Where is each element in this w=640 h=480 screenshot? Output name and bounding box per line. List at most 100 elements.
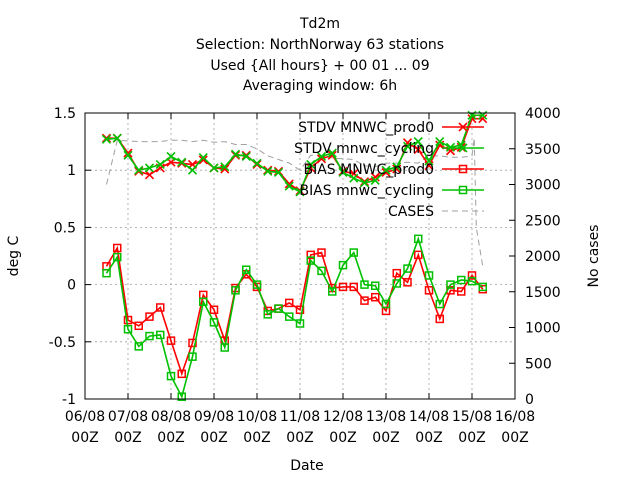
point-marker-x — [177, 157, 187, 167]
y-tick-label: -1 — [62, 392, 76, 408]
point-marker-square — [360, 296, 369, 305]
marker-stroke — [134, 165, 144, 175]
marker-stroke — [435, 137, 445, 147]
marker-stroke — [230, 149, 241, 159]
point-marker-x — [123, 150, 133, 160]
legend-label: STDV mnwc_cycling — [294, 141, 434, 157]
y2-tick-label: 2000 — [525, 249, 561, 265]
point-marker-x — [273, 167, 284, 178]
series-layer — [101, 110, 488, 401]
marker-stroke — [273, 167, 284, 178]
y2-tick-label: 1500 — [525, 285, 561, 301]
y-tick-label: 1.5 — [54, 106, 76, 122]
point-marker-square — [478, 282, 487, 292]
point-marker-square — [145, 331, 154, 341]
point-marker-square — [252, 280, 262, 289]
marker-stroke — [284, 181, 294, 191]
point-marker-square — [371, 292, 380, 302]
point-marker-x — [327, 148, 337, 158]
point-marker-x — [295, 187, 305, 197]
point-marker-square — [435, 299, 444, 309]
point-marker-square — [403, 264, 412, 273]
point-marker-square — [306, 250, 315, 260]
point-marker-square — [220, 343, 229, 352]
marker-stroke — [101, 133, 112, 143]
series-line — [105, 236, 484, 399]
marker-stroke — [306, 159, 316, 170]
y2-tick-label: 4000 — [525, 106, 561, 122]
marker-stroke — [316, 151, 327, 162]
marker-stroke — [198, 153, 208, 163]
marker-stroke — [252, 159, 262, 170]
y2-tick-label: 3500 — [525, 142, 561, 158]
point-marker-x — [144, 163, 155, 173]
point-marker-x — [155, 159, 165, 170]
marker-stroke — [424, 156, 434, 166]
point-marker-x — [338, 167, 348, 178]
point-marker-square — [424, 271, 434, 280]
x-tick-label-hour: 00Z — [71, 430, 98, 446]
point-marker-x — [413, 137, 423, 147]
marker-stroke — [198, 155, 208, 165]
x-tick-label-date: 16/08 — [495, 409, 535, 425]
point-marker-square — [102, 268, 111, 278]
marker-stroke — [327, 148, 337, 158]
series-bias-mnwc-cycling — [102, 234, 487, 401]
x-tick-label-hour: 00Z — [329, 430, 356, 446]
marker-stroke — [101, 134, 112, 144]
marker-stroke — [458, 122, 468, 132]
point-marker-x — [187, 165, 198, 175]
marker-stroke — [402, 138, 413, 148]
x-tick-label-hour: 00Z — [157, 430, 184, 446]
plot-frame — [84, 112, 516, 400]
point-marker-x — [101, 133, 112, 143]
point-marker-x — [230, 149, 241, 159]
point-marker-square — [338, 282, 348, 292]
legend-label: BIAS mnwc_cycling — [299, 183, 434, 199]
axis-ticks: -1 -0.5 0 0.5 1 1.5 0 500 1000 1500 2000 2500 3000 35… — [49, 106, 561, 446]
title-line-3: Used {All hours} + 00 01 ... 09 — [210, 58, 430, 74]
x-tick-label-date: 08/08 — [151, 409, 191, 425]
marker-stroke — [123, 148, 133, 158]
point-marker-x — [220, 162, 230, 172]
y2-tick-label: 0 — [525, 392, 534, 408]
marker-stroke — [155, 163, 165, 173]
point-marker-square — [414, 250, 423, 260]
y-axis-label: deg C — [6, 235, 22, 276]
marker-stroke — [144, 170, 155, 180]
point-marker-square — [458, 164, 468, 174]
marker-stroke — [123, 150, 133, 160]
marker-stroke — [220, 164, 230, 174]
x-tick-label-hour: 00Z — [372, 430, 399, 446]
point-marker-square — [458, 185, 468, 195]
point-marker-x — [273, 166, 284, 176]
point-marker-x — [166, 151, 176, 162]
point-marker-x — [198, 155, 208, 165]
x-tick-label-date: 11/08 — [280, 409, 320, 425]
point-marker-x — [458, 122, 468, 132]
point-marker-square — [166, 336, 176, 345]
marker-stroke — [155, 159, 165, 170]
marker-stroke — [241, 151, 251, 162]
point-marker-x — [392, 162, 402, 172]
point-marker-x — [284, 179, 294, 189]
point-marker-square — [457, 287, 466, 296]
y2-tick-label: 3000 — [525, 178, 561, 194]
marker-stroke — [359, 178, 370, 188]
point-marker-square — [123, 324, 133, 334]
point-marker-square — [295, 305, 305, 315]
marker-stroke — [144, 163, 155, 173]
point-marker-square — [113, 252, 122, 262]
point-marker-square — [392, 268, 401, 278]
x-tick-label-date: 07/08 — [108, 409, 148, 425]
point-marker-square — [188, 352, 197, 361]
series-line — [106, 137, 484, 267]
marker-stroke — [458, 143, 468, 153]
x-axis-label: Date — [290, 458, 323, 474]
x-tick-label-date: 12/08 — [323, 409, 363, 425]
point-marker-square — [295, 319, 305, 328]
legend: STDV MNWC_prod0 STDV mnwc_cycling BIAS MNW… — [294, 120, 484, 220]
point-marker-square — [263, 310, 272, 319]
marker-stroke — [295, 187, 305, 197]
